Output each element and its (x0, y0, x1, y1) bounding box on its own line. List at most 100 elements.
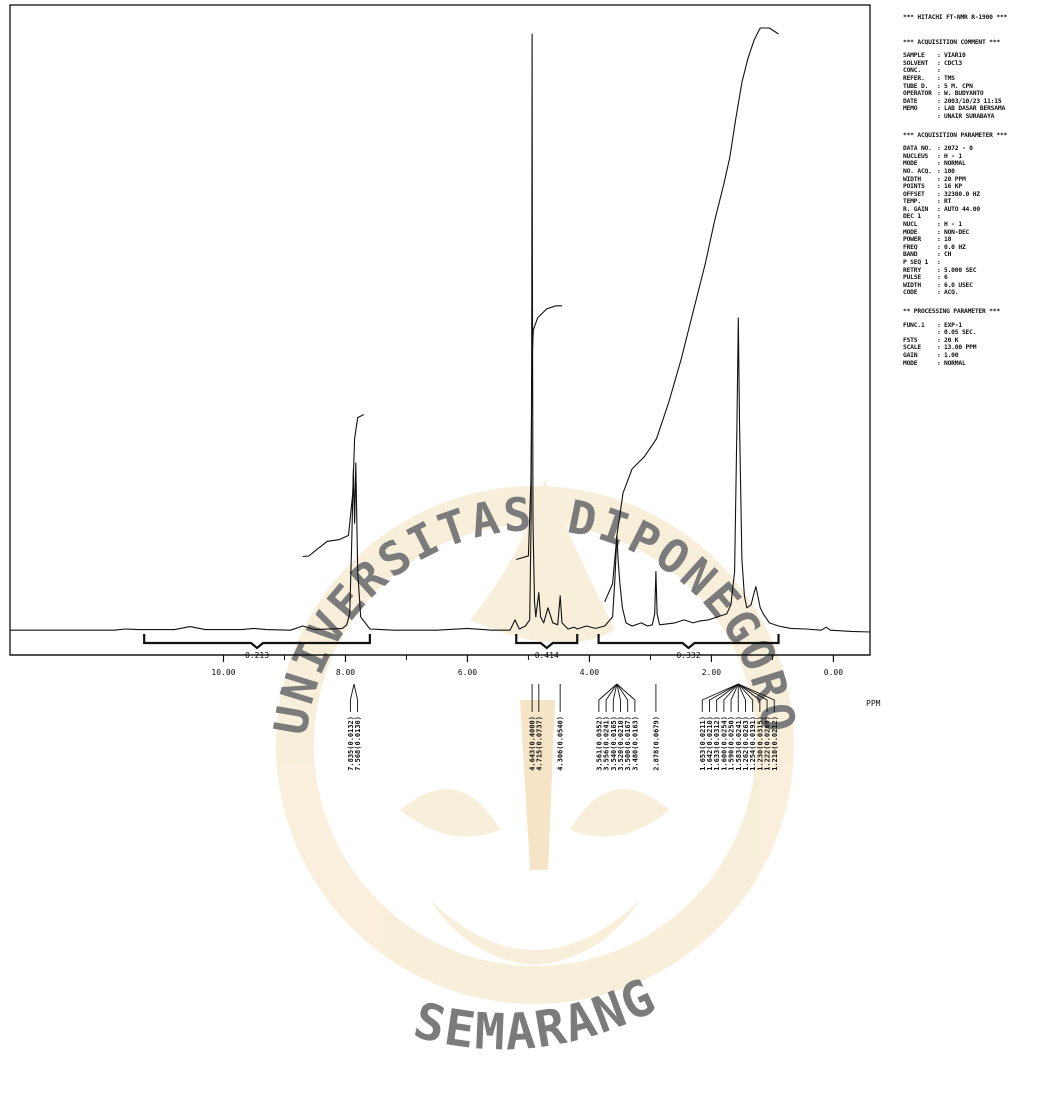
parameter-row: POINTS: 16 KP (903, 183, 1043, 191)
parameter-separator: : (937, 167, 941, 175)
parameter-separator: : (937, 190, 941, 198)
parameter-value: 20 K (944, 336, 959, 344)
parameter-row: RETRY: 5.000 SEC (903, 267, 1043, 275)
watermark-wing-right-icon (570, 789, 670, 837)
watermark-leaves-icon (430, 900, 640, 965)
parameter-separator: : (937, 59, 941, 67)
parameter-separator: : (937, 67, 941, 75)
parameter-separator: : (937, 329, 941, 337)
peak-shift-label: 1.230(0.0315) (756, 716, 764, 771)
peak-shift-label: 1.642(0.0210) (706, 716, 714, 771)
parameter-row: PULSE: 6 (903, 274, 1043, 282)
parameter-key: R. GAIN (903, 205, 929, 213)
parameter-key: NUCLEUS (903, 152, 929, 160)
parameter-value: RT (944, 198, 952, 206)
watermark-flame-icon (470, 480, 615, 643)
parameter-section-title: *** ACQUISITION PARAMETER *** (903, 131, 1008, 139)
peak-shift-label: 4.306(0.0540) (557, 716, 565, 771)
x-tick-label: 2.00 (702, 668, 721, 677)
spectrum-trace (10, 33, 871, 633)
section-gap (903, 121, 1043, 128)
parameter-row: NUCL: H - 1 (903, 221, 1043, 229)
parameter-separator: : (937, 213, 941, 221)
peak-shift-label: 3.520(0.0210) (617, 716, 625, 771)
integral-bracket-3 (597, 634, 780, 650)
parameter-value: 20 PPM (944, 175, 966, 183)
parameter-value: 10 (944, 236, 952, 244)
peak-leader-line (605, 683, 618, 712)
parameter-key (903, 113, 937, 121)
parameter-row: REFER.: TMS (903, 75, 1043, 83)
parameter-row: NUCLEUS: H - 1 (903, 153, 1043, 161)
parameter-separator: : (937, 228, 941, 236)
parameter-separator: : (937, 359, 941, 367)
parameter-value: LAB DASAR BERSAMA (944, 105, 1006, 113)
watermark-ring (276, 486, 794, 1004)
parameter-value: 100 (944, 167, 955, 175)
parameter-panel: *** HITACHI FT-NMR R-1900 *** *** ACQUIS… (903, 10, 1043, 367)
parameter-row: DEC 1: (903, 213, 1043, 221)
parameter-key: MODE (903, 160, 918, 168)
parameter-value: AUTO 44.00 (944, 205, 980, 213)
parameter-separator: : (937, 205, 941, 213)
parameter-row: CODE: ACQ. (903, 289, 1043, 297)
peak-leader-line (616, 683, 636, 712)
parameter-key: P SEQ 1 (903, 259, 929, 267)
parameter-row: MODE: NON-DEC (903, 229, 1043, 237)
parameter-row: BAND: CH (903, 251, 1043, 259)
parameter-key: OFFSET (903, 190, 925, 198)
parameter-separator: : (937, 236, 941, 244)
x-axis-ticks: 10.00 8.00 6.00 4.00 2.00 0.00 (10, 654, 870, 677)
x-tick-label: 0.00 (824, 668, 843, 677)
section-gap (903, 28, 1043, 35)
parameter-separator: : (937, 160, 941, 168)
parameter-separator: : (937, 97, 941, 105)
parameter-key: REFER. (903, 74, 925, 82)
parameter-value: EXP-1 (944, 321, 962, 329)
parameter-row: OPERATOR: W. BUDYANTO (903, 90, 1043, 98)
parameter-row: MODE: NORMAL (903, 360, 1043, 368)
parameter-value: ACQ. (944, 289, 959, 297)
integral-curve-3 (604, 27, 779, 603)
parameter-value: 2072 - 0 (944, 145, 973, 153)
parameter-key: MODE (903, 359, 918, 367)
integral-bracket-1 (143, 634, 371, 650)
parameter-separator: : (937, 90, 941, 98)
parameter-separator: : (937, 112, 941, 120)
parameter-separator: : (937, 281, 941, 289)
spectrum-layer (10, 33, 871, 633)
peak-shift-label: 1.653(0.0211) (699, 716, 707, 771)
peak-shift-label: 1.633(0.0312) (713, 716, 721, 771)
parameter-value: NON-DEC (944, 228, 970, 236)
parameter-value: VIAR10 (944, 52, 966, 60)
parameter-separator: : (937, 198, 941, 206)
parameter-value: 5 M. CPN (944, 82, 973, 90)
parameter-key: RETRY (903, 266, 921, 274)
parameter-value: 2003/10/23 11:15 (944, 97, 1002, 105)
parameter-value: 6.0 USEC (944, 281, 973, 289)
peak-shift-label: 1.222(0.0269) (764, 716, 772, 771)
parameter-separator: : (937, 105, 941, 113)
parameter-key: NO. ACQ. (903, 167, 932, 175)
parameter-value: NORMAL (944, 160, 966, 168)
parameter-row: NO. ACQ.: 100 (903, 168, 1043, 176)
parameter-separator: : (937, 175, 941, 183)
parameter-key: BAND (903, 251, 918, 259)
integral-curve-2 (516, 305, 562, 561)
parameter-section-title: ** PROCESSING PARAMETER *** (903, 308, 1000, 315)
parameter-row: POWER: 10 (903, 236, 1043, 244)
parameter-value: TMS (944, 74, 955, 82)
parameter-row: FUNC.1: EXP-1 (903, 322, 1043, 330)
parameter-value: 6 (944, 274, 948, 282)
integral-curve-1 (302, 414, 365, 558)
peak-leader-line (709, 683, 739, 712)
parameter-key: FSTS (903, 336, 918, 344)
parameter-row: SCALE: 13.00 PPM (903, 344, 1043, 352)
parameter-separator: : (937, 145, 941, 153)
parameter-key: SCALE (903, 344, 921, 352)
integral-bracket-2 (515, 634, 579, 650)
parameter-key: POWER (903, 236, 921, 244)
parameter-row: DATA NO.:2072 - 0 (903, 145, 1043, 153)
parameter-row: TUBE D.:5 M. CPN (903, 83, 1043, 91)
parameter-value: H - 1 (944, 221, 962, 229)
